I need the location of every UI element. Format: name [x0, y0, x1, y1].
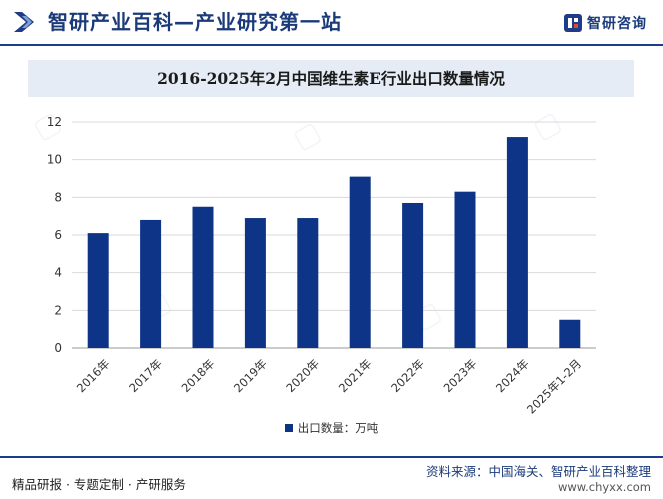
x-tick-label: 2018年 [179, 356, 218, 395]
footer-divider [0, 456, 663, 458]
footer: 精品研报 · 专题定制 · 产研服务 资料来源：中国海关、智研产业百科整理 ww… [0, 456, 663, 499]
bar [506, 137, 528, 348]
y-tick-label: 2 [54, 303, 62, 317]
bar [349, 176, 371, 348]
header-logo-icon [14, 12, 34, 32]
y-tick-label: 6 [54, 228, 62, 242]
legend: 出口数量：万吨 [0, 419, 663, 437]
footer-services: 精品研报 · 专题定制 · 产研服务 [12, 477, 186, 492]
x-tick-label: 2023年 [441, 356, 480, 395]
chart-title-band [28, 60, 634, 97]
x-tick-label: 2017年 [126, 356, 165, 395]
x-tick-label: 2019年 [231, 356, 270, 395]
brand: 智研咨询 [563, 12, 647, 34]
bars [87, 137, 581, 348]
y-tick-label: 10 [47, 153, 62, 167]
y-tick-label: 4 [54, 266, 62, 280]
legend-swatch [284, 424, 293, 432]
bar [87, 233, 109, 348]
legend-label: 出口数量：万吨 [297, 421, 379, 435]
chart-title: 2016-2025年2月中国维生素E行业出口数量情况 [157, 69, 505, 88]
bar [297, 218, 319, 348]
x-tick-label: 2016年 [74, 356, 113, 395]
header-divider [0, 44, 663, 46]
x-tick-label: 2024年 [493, 356, 532, 395]
bar [140, 219, 162, 348]
x-axis-ticks: 2016年 2017年 2018年 2019年 2020年 2021年 2022年 2023年… [74, 356, 584, 416]
header-title: 智研产业百科—产业研究第一站 [48, 10, 342, 34]
bar [559, 319, 581, 348]
x-tick-label: 2021年 [336, 356, 375, 395]
bar [454, 191, 476, 348]
bar [402, 202, 424, 348]
y-tick-label: 8 [54, 190, 62, 204]
x-tick-label: 2020年 [283, 356, 322, 395]
bar [192, 206, 214, 348]
bar [244, 218, 266, 348]
x-tick-label: 2022年 [388, 356, 427, 395]
header: 智研产业百科—产业研究第一站 智研咨询 [0, 0, 663, 46]
y-tick-label: 12 [47, 115, 62, 129]
footer-source: 资料来源：中国海关、智研产业百科整理 [425, 464, 651, 479]
brand-name: 智研咨询 [587, 16, 647, 32]
footer-url: www.chyxx.com [557, 480, 651, 494]
y-tick-label: 0 [54, 341, 62, 355]
x-tick-label: 2025年1-2月 [524, 356, 584, 416]
y-axis-ticks: 0 2 4 6 8 10 12 [47, 115, 62, 355]
brand-logo-icon [564, 14, 582, 32]
